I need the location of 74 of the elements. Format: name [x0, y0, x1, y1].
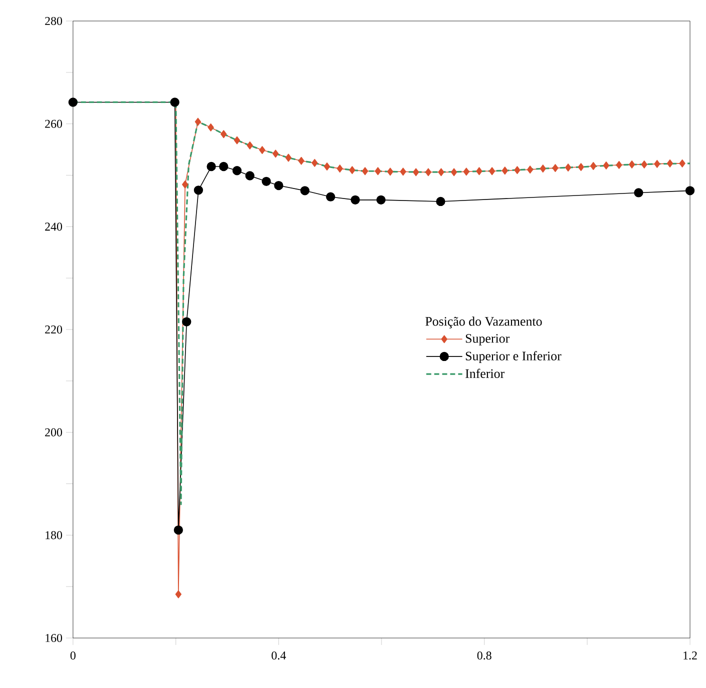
legend-label: Inferior [466, 368, 504, 378]
point [174, 525, 183, 535]
point [685, 186, 695, 196]
y-tick-label: 280 [45, 16, 62, 26]
point [232, 166, 242, 176]
point [634, 188, 644, 198]
point [206, 162, 216, 172]
point [603, 161, 610, 170]
point [246, 141, 253, 150]
legend-label: Superior e Inferior [466, 351, 562, 364]
point [245, 171, 254, 180]
point [412, 168, 420, 176]
point [374, 167, 381, 176]
point [259, 146, 266, 154]
point [298, 156, 304, 165]
point [578, 163, 584, 172]
point [362, 167, 368, 176]
y-tick-label: 240 [45, 222, 62, 231]
point [387, 168, 394, 176]
point [182, 317, 192, 326]
y-tick-label: 220 [45, 325, 62, 334]
point [262, 176, 271, 186]
point [590, 162, 596, 170]
point [502, 166, 508, 175]
point [194, 186, 204, 195]
point [376, 195, 386, 205]
point [220, 130, 227, 138]
y-tick-label: 260 [45, 120, 62, 128]
point [234, 136, 240, 144]
point [552, 164, 558, 172]
y-tick-label: 180 [46, 531, 62, 540]
point [654, 160, 660, 168]
point [463, 168, 470, 176]
point [628, 160, 635, 168]
point [438, 168, 444, 176]
point [616, 160, 622, 169]
x-tick-label: 0.4 [272, 651, 286, 660]
point [326, 192, 336, 202]
point [170, 98, 180, 107]
legend-title: Posição do Vazamento [425, 316, 542, 328]
legend-label: Superior [466, 334, 510, 346]
point [285, 154, 292, 162]
point [272, 150, 279, 158]
point [488, 167, 496, 176]
point [194, 118, 202, 126]
point [68, 98, 78, 107]
point [540, 164, 546, 173]
point [527, 166, 534, 174]
x-tick-label: 1.2 [684, 651, 697, 660]
point [400, 168, 406, 176]
x-tick-label: 0 [70, 651, 76, 660]
point [349, 166, 356, 174]
point [175, 590, 182, 598]
y-tick-label: 160 [46, 634, 62, 642]
point [641, 160, 648, 168]
y-tick-label: 200 [45, 428, 62, 436]
point [666, 159, 674, 168]
point [679, 159, 686, 168]
x-tick-label: 0.8 [477, 651, 492, 660]
point [219, 162, 228, 172]
point [336, 164, 343, 173]
point [312, 158, 318, 167]
point [425, 168, 432, 176]
point [274, 180, 284, 190]
point [476, 167, 482, 176]
point [208, 123, 214, 132]
point [350, 195, 360, 205]
point [565, 164, 572, 172]
point [324, 162, 330, 170]
point [450, 168, 458, 176]
point [436, 196, 446, 206]
point [182, 180, 188, 188]
point [514, 166, 520, 174]
point [300, 186, 310, 196]
